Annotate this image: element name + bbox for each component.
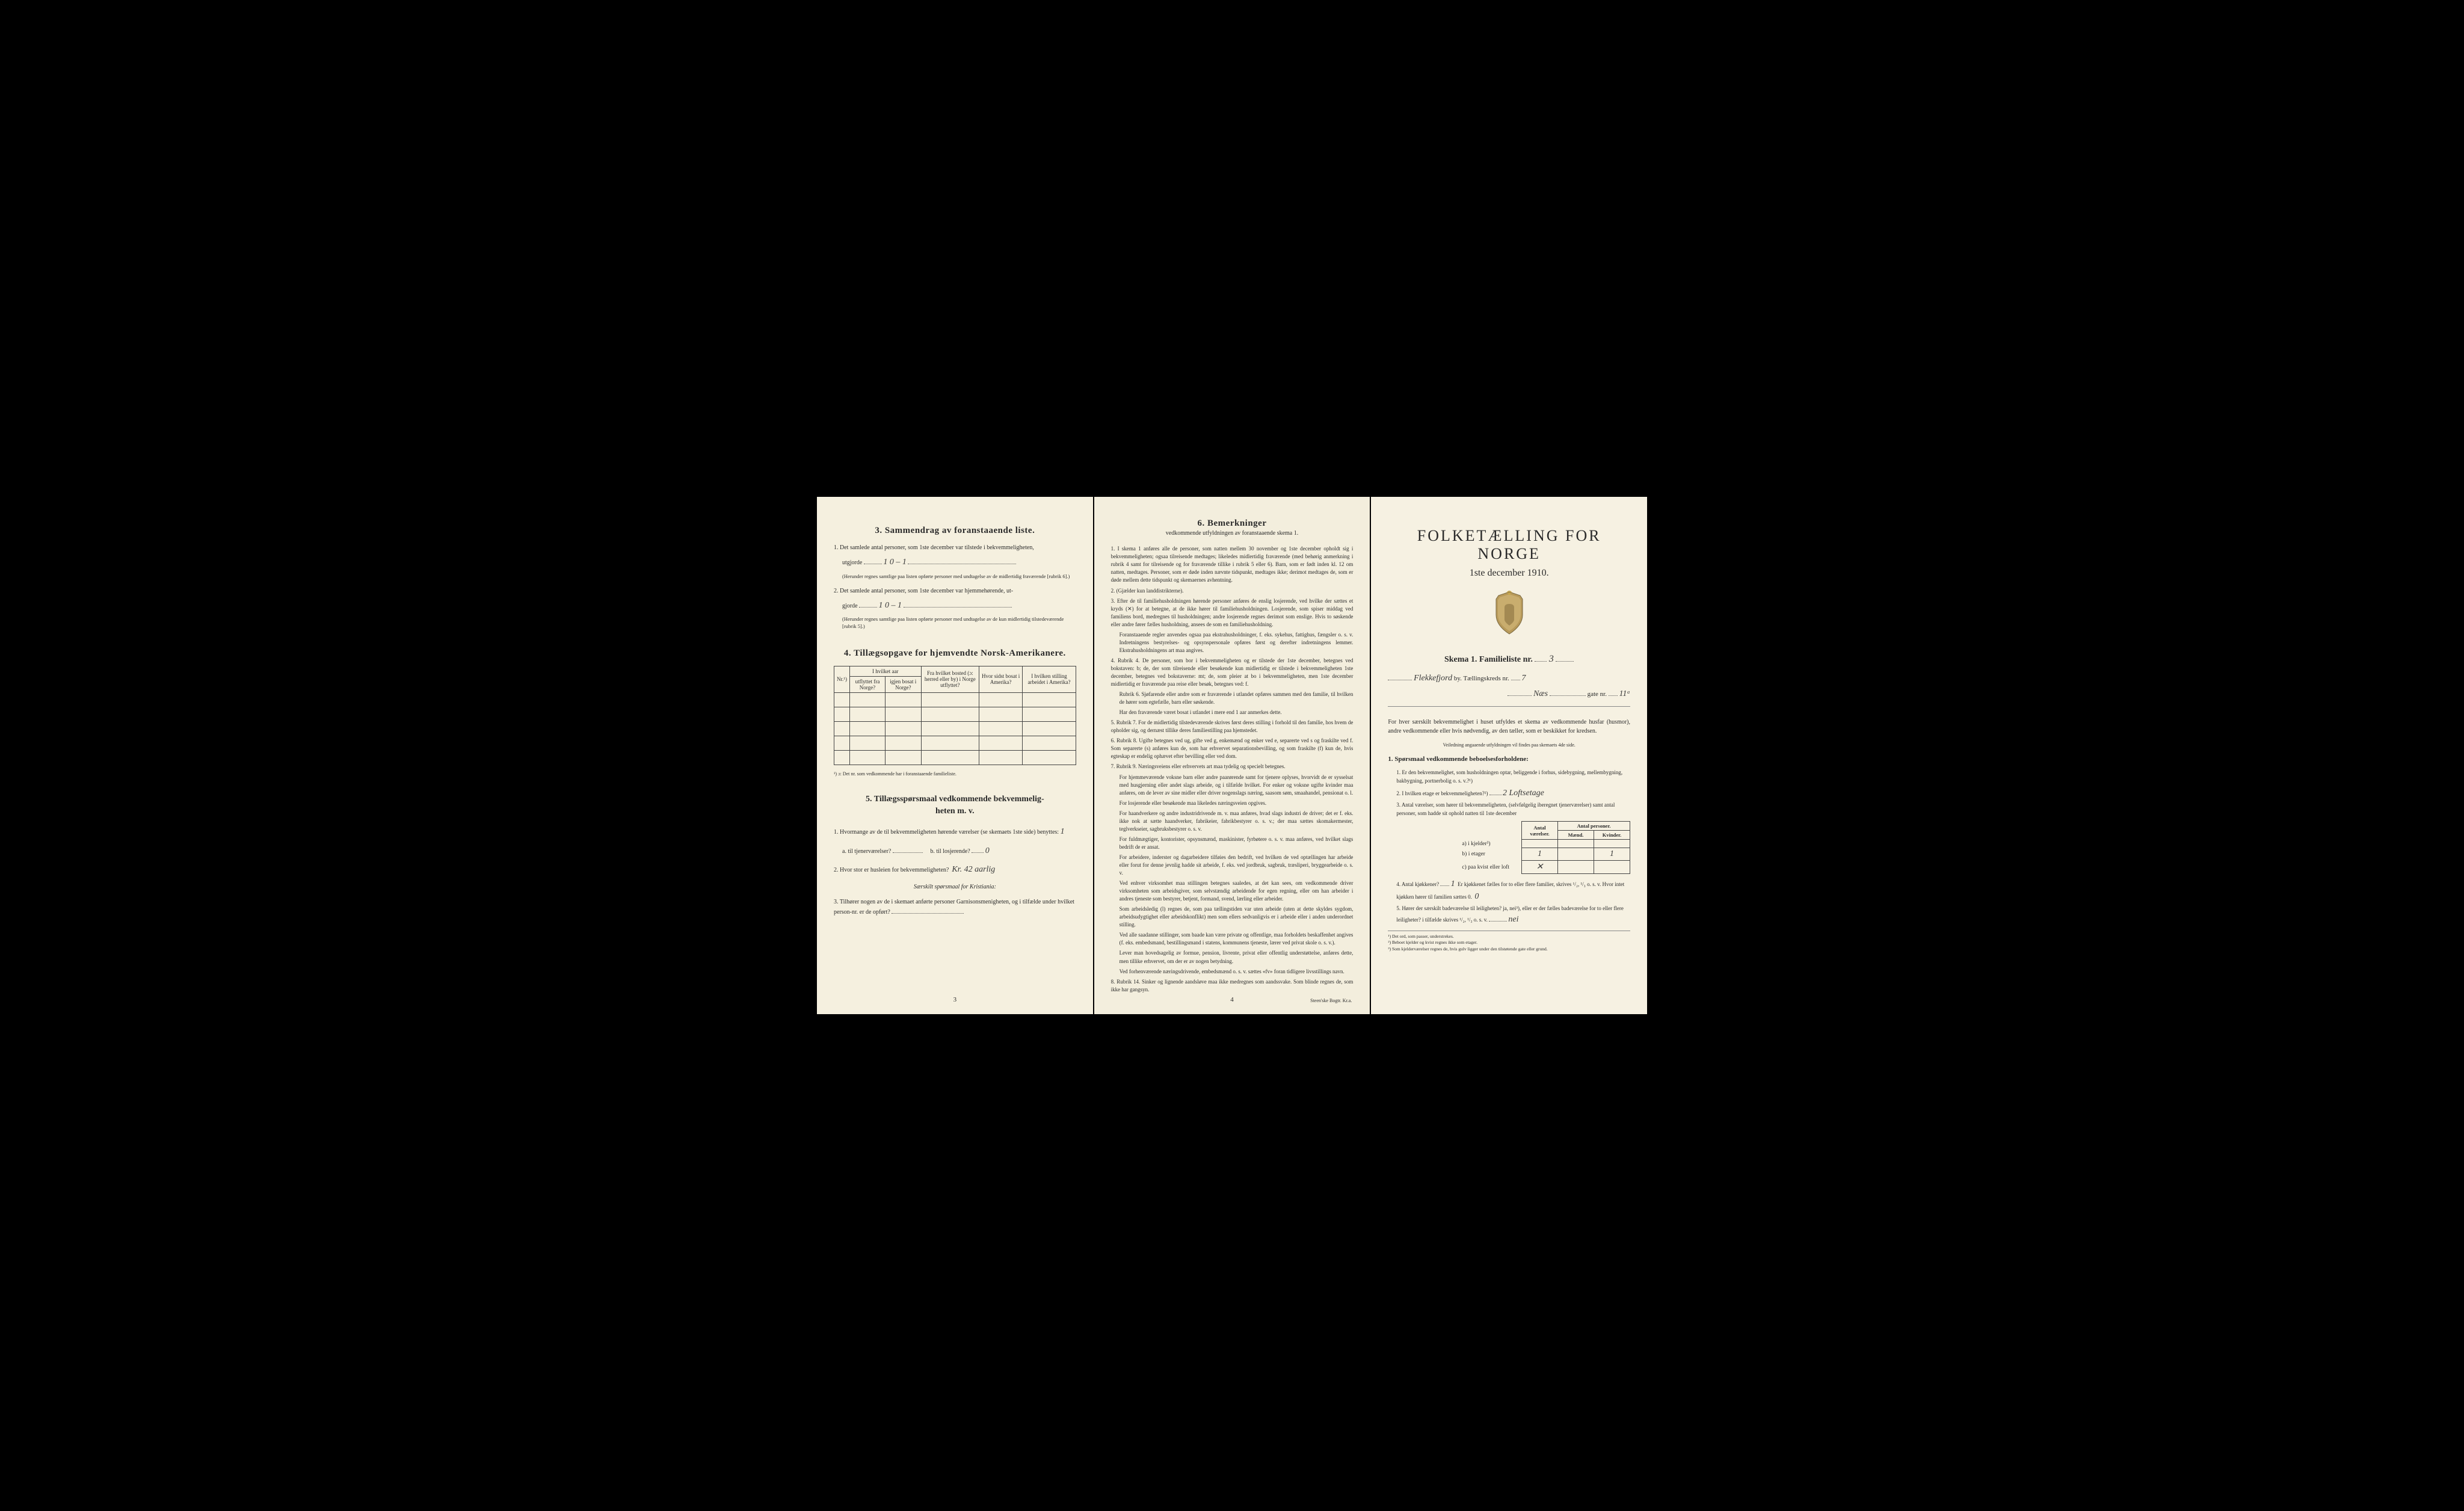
page-number-3: 3 (953, 996, 957, 1003)
s6-p7e: For fuldmægtiger, kontorister, opsynsmæn… (1111, 836, 1354, 851)
s6-p2: 2. (Gjælder kun landdistrikterne). (1111, 587, 1354, 595)
s5-q3: 3. Tilhører nogen av de i skemaet anført… (834, 897, 1076, 917)
s6-p1: 1. I skema 1 anføres alle de personer, s… (1111, 545, 1354, 584)
s6-p7d: For haandverkere og andre industridriven… (1111, 810, 1354, 833)
footnotes: ¹) Det ord, som passer, understrekes. ²)… (1388, 931, 1630, 953)
amerikanere-table: Nr.¹) I hvilket aar Fra hvilket bosted (… (834, 666, 1076, 765)
q1-4: 4. Antal kjøkkener? 1 Er kjøkkenet fælle… (1396, 878, 1630, 903)
th-stilling: I hvilken stilling arbeidet i Amerika? (1023, 666, 1076, 692)
s3-item2-cont: gjorde 1 0 – 1 (834, 599, 1076, 612)
page-3: 3. Sammendrag av foranstaaende liste. 1.… (817, 497, 1093, 1014)
s6-p6: 6. Rubrik 8. Ugifte betegnes ved ug, gif… (1111, 737, 1354, 760)
census-document: 3. Sammendrag av foranstaaende liste. 1.… (817, 497, 1647, 1014)
q1-title: 1. Spørsmaal vedkommende beboelsesforhol… (1388, 754, 1630, 765)
printer-mark: Steen'ske Bogtr. Kr.a. (1310, 998, 1352, 1003)
section-4-title: 4. Tillægsopgave for hjemvendte Norsk-Am… (834, 648, 1076, 659)
s6-p7f: For arbeidere, inderster og dagarbeidere… (1111, 854, 1354, 877)
by-row: Flekkefjord by. Tællingskreds nr. 7 (1388, 674, 1630, 683)
date-title: 1ste december 1910. (1388, 568, 1630, 579)
q1-1: 1. Er den bekvemmelighet, som husholdnin… (1396, 769, 1630, 785)
s5-q1: 1. Hvormange av de til bekvemmeligheten … (834, 825, 1076, 839)
section-6-title: 6. Bemerkninger (1111, 519, 1354, 529)
intro-text: For hver særskilt bekvemmelighet i huset… (1388, 718, 1630, 736)
s6-p7b: For hjemmeværende voksne barn eller andr… (1111, 774, 1354, 797)
th-sidst: Hvor sidst bosat i Amerika? (979, 666, 1023, 692)
intro-note: Veiledning angaaende utfyldningen vil fi… (1388, 742, 1630, 748)
s3-item2-note: (Herunder regnes samtlige paa listen opf… (834, 616, 1076, 630)
s6-p5: 5. Rubrik 7. For de midlertidig tilstede… (1111, 719, 1354, 734)
th-nr: Nr.¹) (834, 666, 850, 692)
main-title: FOLKETÆLLING FOR NORGE (1388, 527, 1630, 563)
section-5-title-2: heten m. v. (834, 807, 1076, 816)
q1-3: 3. Antal værelser, som hører til bekvemm… (1396, 801, 1630, 817)
s3-item1: 1. Det samlede antal personer, som 1ste … (834, 543, 1076, 552)
q1-5: 5. Hører der særskilt badeværelse til le… (1396, 905, 1630, 926)
s6-p7: 7. Rubrik 9. Næringsveiens eller erhverv… (1111, 763, 1354, 771)
s6-p7h: Som arbeidsledig (l) regnes de, som paa … (1111, 905, 1354, 929)
coat-of-arms-icon (1388, 591, 1630, 639)
s6-p8: 8. Rubrik 14. Sinker og lignende aandslø… (1111, 978, 1354, 994)
section-5-title-1: 5. Tillægsspørsmaal vedkommende bekvemme… (834, 795, 1076, 804)
gate-row: Næs gate nr. 11ᵃ (1388, 689, 1630, 699)
th-aar: I hvilket aar (849, 666, 921, 676)
page-number-4: 4 (1230, 996, 1234, 1003)
s6-p4b: Rubrik 6. Sjøfarende eller andre som er … (1111, 691, 1354, 706)
s3-item1-cont: utgjorde 1 0 – 1 (834, 556, 1076, 569)
th-igjen: igjen bosat i Norge? (885, 676, 921, 692)
s3-item1-note: (Herunder regnes samtlige paa listen opf… (834, 573, 1076, 580)
s5-q1ab: a. til tjenerværelser? b. til losjerende… (834, 844, 1076, 858)
rooms-table: Antal værelser. Antal personer. Mænd. Kv… (1458, 821, 1630, 874)
s6-p7c: For losjerende eller besøkende maa likel… (1111, 799, 1354, 807)
s6-p7k: Ved forhenværende næringsdrivende, embed… (1111, 968, 1354, 976)
s3-item2: 2. Det samlede antal personer, som 1ste … (834, 586, 1076, 595)
s5-q2: 2. Hvor stor er husleien for bekvemmelig… (834, 863, 1076, 877)
th-utflyttet: utflyttet fra Norge? (849, 676, 885, 692)
th-bosted: Fra hvilket bosted (ɔ: herred eller by) … (921, 666, 979, 692)
s6-p4: 4. Rubrik 4. De personer, som bor i bekv… (1111, 657, 1354, 688)
section-6-subtitle: vedkommende utfyldningen av foranstaaend… (1111, 530, 1354, 537)
q1-2: 2. I hvilken etage er bekvemmeligheten?²… (1396, 787, 1630, 799)
page-4: 6. Bemerkninger vedkommende utfyldningen… (1094, 497, 1370, 1014)
section-3-title: 3. Sammendrag av foranstaaende liste. (834, 526, 1076, 536)
skema-line: Skema 1. Familieliste nr. 3 (1388, 654, 1630, 665)
page-cover: FOLKETÆLLING FOR NORGE 1ste december 191… (1371, 497, 1647, 1014)
s6-p7g: Ved enhver virksomhet maa stillingen bet… (1111, 879, 1354, 903)
s6-p3b: Foranstaaende regler anvendes ogsaa paa … (1111, 631, 1354, 654)
s5-q2-note: Særskilt spørsmaal for Kristiania: (834, 882, 1076, 892)
s6-p7i: Ved alle saadanne stillinger, som baade … (1111, 931, 1354, 947)
table-footnote: ¹) ɔ: Det nr. som vedkommende har i fora… (834, 771, 1076, 777)
s6-p3: 3. Efter de til familiehusholdningen hør… (1111, 597, 1354, 629)
s6-p4c: Har den fraværende været bosat i utlande… (1111, 709, 1354, 716)
s6-p7j: Lever man hovedsagelig av formue, pensio… (1111, 949, 1354, 965)
